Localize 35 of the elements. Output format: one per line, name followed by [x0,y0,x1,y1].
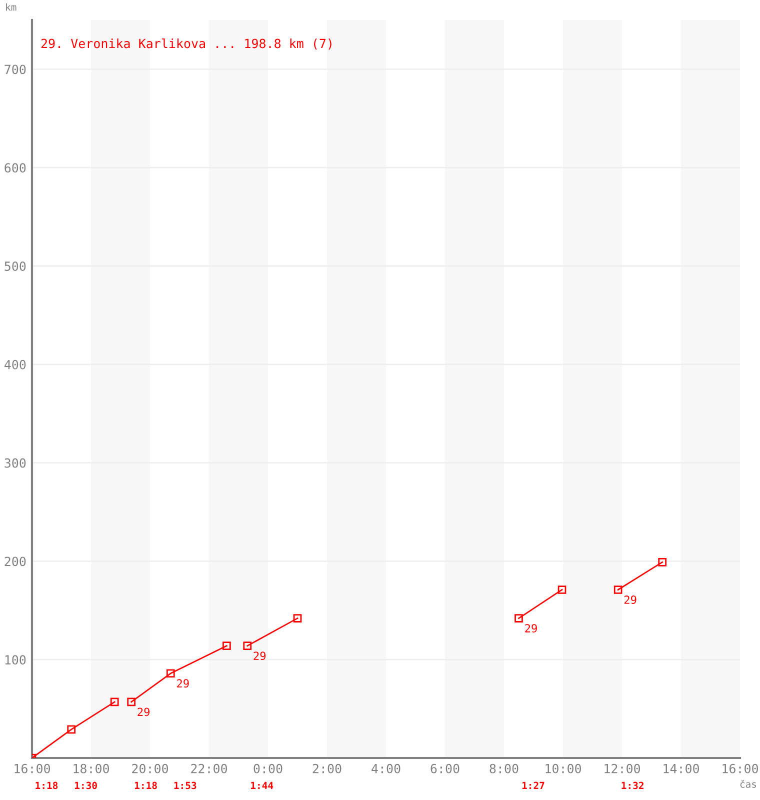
y-tick-label: 100 [5,655,26,665]
y-tick-label: 200 [4,556,26,566]
annotation: 29 [254,652,266,660]
y-tick-label: 500 [4,262,26,271]
x-tick-label: 18:00 [74,764,110,774]
x-axis-title: čas [740,780,756,788]
x-tick-label: 14:00 [664,764,700,774]
text: 1:44 [251,782,274,789]
x-tick-label: 2:00 [312,764,342,774]
x-tick-label: 12:00 [604,764,640,774]
annotation: 29 [138,708,150,716]
x-tick-label: 4:00 [372,764,400,774]
y-tick-label: 300 [4,458,26,468]
text: 1:18 [134,782,157,790]
y-axis-title: km [6,3,16,11]
annotation: 29 [624,596,636,604]
x-tick-label: 8:00 [490,764,518,774]
y-tick-label: 600 [4,163,26,173]
x-tick-label: 6:00 [430,764,460,774]
y-tick-label: 700 [4,64,26,74]
x-tick-label: 22:00 [191,764,228,774]
text: 1:18 [36,782,58,790]
text: 1:27 [522,782,544,789]
x-tick-label: 16:00 [722,764,758,774]
x-tick-label: 20:00 [132,764,168,774]
y-tick-label: 400 [4,360,26,370]
annotation: 29 [177,679,189,688]
x-tick-label: 16:00 [14,764,50,774]
text: 1:30 [75,782,97,790]
annotation: 29 [525,624,537,632]
text: 29. Veronika Karlikova ... 198.8 km (7) [41,38,332,50]
x-tick-label: 0:00 [254,764,282,774]
text: 1:53 [174,782,196,790]
text: 1:32 [622,782,644,790]
x-tick-label: 10:00 [546,764,582,774]
